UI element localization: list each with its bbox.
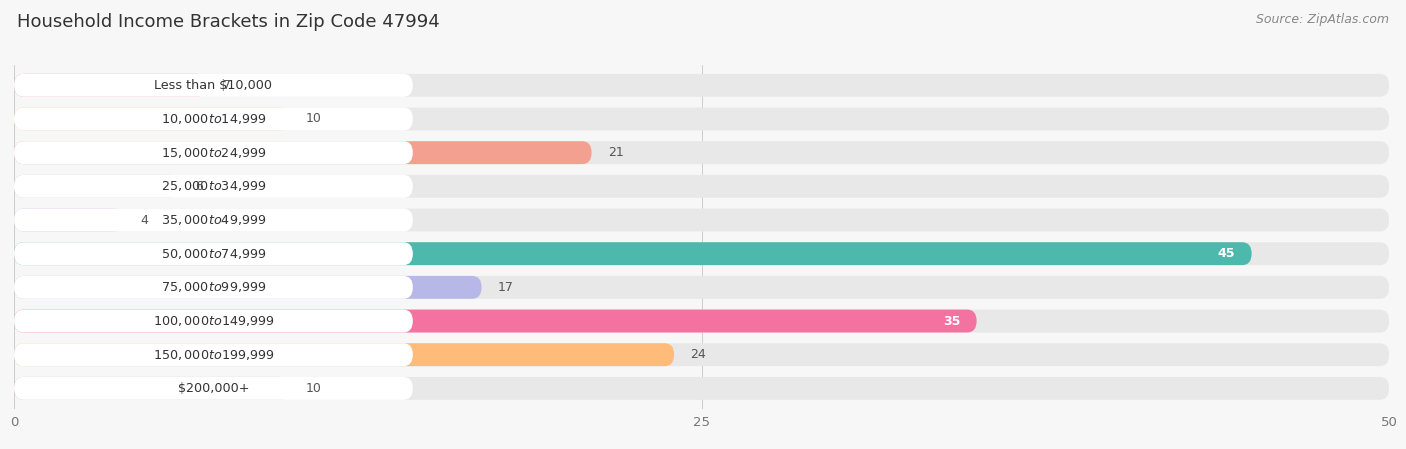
Text: $50,000 to $74,999: $50,000 to $74,999 — [160, 247, 266, 261]
Text: 10: 10 — [305, 382, 322, 395]
FancyBboxPatch shape — [14, 276, 1389, 299]
Text: $35,000 to $49,999: $35,000 to $49,999 — [160, 213, 266, 227]
FancyBboxPatch shape — [14, 310, 1389, 332]
FancyBboxPatch shape — [14, 74, 207, 97]
FancyBboxPatch shape — [14, 175, 179, 198]
FancyBboxPatch shape — [14, 377, 1389, 400]
FancyBboxPatch shape — [14, 74, 413, 97]
FancyBboxPatch shape — [14, 343, 413, 366]
FancyBboxPatch shape — [14, 208, 1389, 232]
Text: 24: 24 — [690, 348, 706, 361]
FancyBboxPatch shape — [14, 310, 977, 332]
Text: 17: 17 — [498, 281, 515, 294]
FancyBboxPatch shape — [14, 343, 1389, 366]
Text: $150,000 to $199,999: $150,000 to $199,999 — [153, 348, 274, 362]
Text: $25,000 to $34,999: $25,000 to $34,999 — [160, 179, 266, 194]
Bar — [0, 203, 1406, 237]
Text: 21: 21 — [607, 146, 624, 159]
Bar — [0, 338, 1406, 372]
FancyBboxPatch shape — [14, 107, 1389, 130]
Text: 4: 4 — [141, 214, 149, 226]
FancyBboxPatch shape — [14, 242, 413, 265]
Bar — [0, 270, 1406, 304]
Bar — [0, 372, 1406, 405]
Text: $100,000 to $149,999: $100,000 to $149,999 — [153, 314, 274, 328]
Text: 10: 10 — [305, 113, 322, 125]
FancyBboxPatch shape — [14, 242, 1389, 265]
FancyBboxPatch shape — [14, 74, 1389, 97]
Bar — [0, 237, 1406, 270]
Bar — [0, 68, 1406, 102]
FancyBboxPatch shape — [14, 377, 290, 400]
FancyBboxPatch shape — [14, 141, 413, 164]
FancyBboxPatch shape — [14, 141, 1389, 164]
FancyBboxPatch shape — [14, 310, 413, 332]
FancyBboxPatch shape — [14, 175, 413, 198]
FancyBboxPatch shape — [14, 208, 124, 232]
Bar — [0, 102, 1406, 136]
FancyBboxPatch shape — [14, 276, 482, 299]
Text: 7: 7 — [224, 79, 231, 92]
Text: 45: 45 — [1218, 247, 1234, 260]
FancyBboxPatch shape — [14, 107, 290, 130]
Text: $200,000+: $200,000+ — [177, 382, 249, 395]
FancyBboxPatch shape — [14, 175, 1389, 198]
Bar — [0, 169, 1406, 203]
Text: $75,000 to $99,999: $75,000 to $99,999 — [160, 280, 266, 295]
Text: Household Income Brackets in Zip Code 47994: Household Income Brackets in Zip Code 47… — [17, 13, 440, 31]
FancyBboxPatch shape — [14, 276, 413, 299]
Text: $15,000 to $24,999: $15,000 to $24,999 — [160, 145, 266, 160]
Bar — [0, 136, 1406, 170]
Text: Less than $10,000: Less than $10,000 — [155, 79, 273, 92]
Text: Source: ZipAtlas.com: Source: ZipAtlas.com — [1256, 13, 1389, 26]
Text: 35: 35 — [943, 315, 960, 327]
FancyBboxPatch shape — [14, 343, 673, 366]
Bar — [0, 304, 1406, 338]
Text: $10,000 to $14,999: $10,000 to $14,999 — [160, 112, 266, 126]
FancyBboxPatch shape — [14, 208, 413, 232]
FancyBboxPatch shape — [14, 141, 592, 164]
FancyBboxPatch shape — [14, 107, 413, 130]
FancyBboxPatch shape — [14, 242, 1251, 265]
Text: 6: 6 — [195, 180, 204, 193]
FancyBboxPatch shape — [14, 377, 413, 400]
